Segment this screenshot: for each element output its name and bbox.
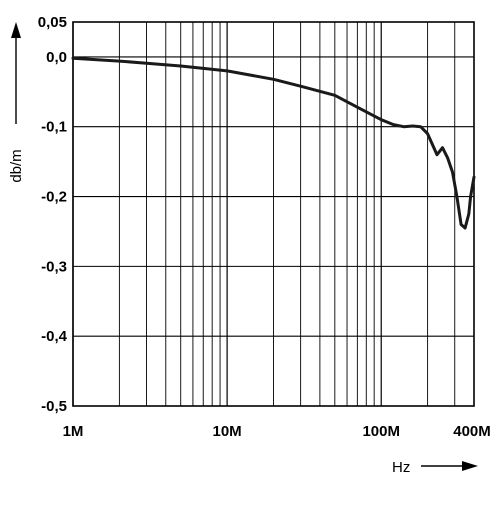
x-tick-label: 10M [213,423,242,440]
x-tick-label: 400M [453,423,491,440]
x-axis-title-group: Hz [392,459,478,476]
y-axis-label: db/m [8,149,25,182]
x-tick-labels: 1M 10M 100M 400M [63,423,491,440]
x-tick-label: 100M [362,423,400,440]
y-tick-label: -0,1 [41,119,67,136]
y-tick-label: 0,0 [46,49,67,66]
y-axis-arrow-icon [11,22,21,38]
y-tick-label: 0,05 [38,14,67,31]
x-tick-label: 1M [63,423,84,440]
x-axis-arrow-icon [462,461,478,471]
y-tick-label: -0,3 [41,258,67,275]
series-layer [71,56,476,230]
y-tick-label: -0,4 [41,328,68,345]
x-axis-label: Hz [392,459,410,476]
plot-frame [72,21,475,407]
y-tick-label: -0,5 [41,398,67,415]
y-tick-label: -0,2 [41,189,67,206]
y-axis-title-group: db/m [8,22,25,183]
series-line [71,56,476,230]
y-tick-labels: 0,05 0,0 -0,1 -0,2 -0,3 -0,4 -0,5 [38,14,68,415]
